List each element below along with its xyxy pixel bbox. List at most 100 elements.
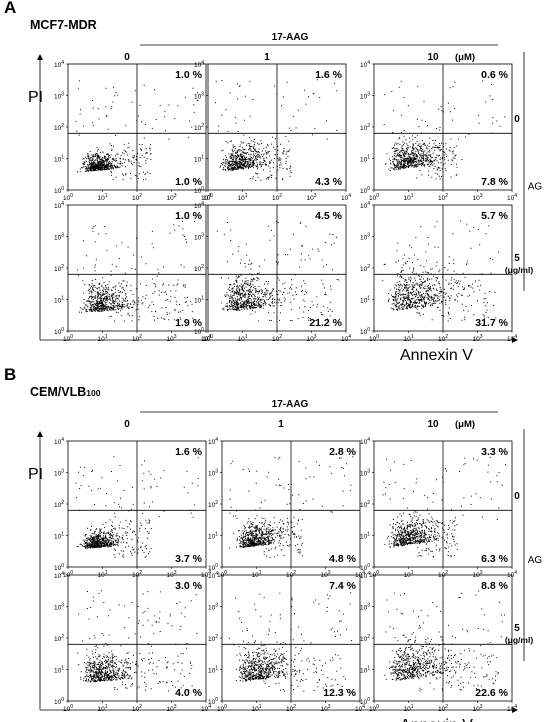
tick-exponent: 1 (201, 155, 204, 161)
tick-exponent: 3 (480, 570, 483, 576)
tick-exponent: 2 (201, 264, 204, 270)
y-tick-label: 101 (360, 296, 370, 305)
event-dots (75, 80, 199, 181)
panel-letter: A (4, 0, 16, 17)
tick-exponent: 0 (201, 327, 204, 333)
y-tick-label: 102 (360, 123, 370, 132)
tick-exponent: 4 (514, 193, 517, 199)
panel-letter: B (4, 365, 16, 384)
tick-exponent: 1 (367, 666, 370, 672)
upper-right-percent: 1.6 % (315, 69, 343, 81)
tick-exponent: 4 (208, 334, 211, 340)
y-tick-label: 103 (208, 469, 218, 478)
y-tick-label: 104 (54, 60, 64, 69)
row-label: 0 (514, 491, 520, 502)
row-label: 0 (514, 114, 520, 125)
tick-exponent: 1 (201, 296, 204, 302)
cell-line-label: MCF7-MDR (30, 18, 97, 32)
x-tick-label: 103 (320, 570, 330, 579)
tick-exponent: 2 (61, 123, 64, 129)
y-tick-label: 103 (360, 233, 370, 242)
y-tick-label: 102 (54, 500, 64, 509)
y-tick-label: 104 (360, 571, 370, 580)
x-tick-label: 101 (237, 334, 247, 343)
lower-right-percent: 22.6 % (475, 687, 508, 699)
y-tick-label: 102 (360, 264, 370, 273)
lower-right-percent: 4.0 % (175, 687, 203, 699)
x-tick-label: 102 (132, 704, 142, 713)
tick-exponent: 2 (61, 264, 64, 270)
y-tick-label: 101 (54, 155, 64, 164)
tick-exponent: 2 (279, 334, 282, 340)
x-tick-label: 101 (403, 334, 413, 343)
x-tick-label: 100 (217, 704, 227, 713)
tick-exponent: 1 (215, 666, 218, 672)
x-tick-label: 102 (438, 193, 448, 202)
x-tick-label: 101 (403, 704, 413, 713)
y-tick-label: 100 (360, 563, 370, 572)
row-unit: (μg/ml) (505, 635, 534, 645)
cell-line-subscript: 100 (86, 388, 100, 398)
x-tick-label: 101 (403, 570, 413, 579)
x-tick-label: 103 (320, 704, 330, 713)
upper-right-percent: 1.0 % (175, 210, 203, 222)
tick-exponent: 2 (367, 634, 370, 640)
x-tick-label: 104 (507, 193, 517, 202)
event-dots (75, 456, 199, 558)
y-tick-label: 102 (54, 123, 64, 132)
tick-exponent: 2 (61, 500, 64, 506)
y-tick-label: 102 (194, 123, 204, 132)
tick-exponent: 4 (514, 704, 517, 710)
upper-right-percent: 7.4 % (329, 580, 357, 592)
lower-right-percent: 7.8 % (481, 176, 509, 188)
tick-exponent: 0 (61, 186, 64, 192)
x-tick-label: 104 (507, 570, 517, 579)
treatment-label: 17-AAG (272, 399, 309, 410)
tick-exponent: 3 (367, 233, 370, 239)
tick-exponent: 2 (139, 193, 142, 199)
x-tick-label: 102 (132, 193, 142, 202)
y-tick-label: 102 (54, 264, 64, 273)
x-tick-label: 104 (201, 193, 211, 202)
x-tick-label: 101 (251, 704, 261, 713)
tick-exponent: 0 (224, 704, 227, 710)
x-tick-label: 103 (166, 334, 176, 343)
tick-exponent: 1 (259, 570, 262, 576)
tick-exponent: 2 (139, 704, 142, 710)
tick-exponent: 1 (259, 704, 262, 710)
x-tick-label: 100 (369, 193, 379, 202)
tick-exponent: 1 (105, 334, 108, 340)
tick-exponent: 4 (208, 193, 211, 199)
upper-right-percent: 3.3 % (481, 446, 509, 458)
tick-exponent: 4 (201, 60, 204, 66)
tick-exponent: 4 (514, 334, 517, 340)
y-tick-label: 104 (208, 571, 218, 580)
tick-exponent: 4 (348, 193, 351, 199)
x-tick-label: 103 (472, 334, 482, 343)
y-axis-arrowhead (37, 431, 43, 437)
y-tick-label: 100 (54, 327, 64, 336)
x-tick-label: 100 (203, 334, 213, 343)
x-tick-label: 100 (369, 334, 379, 343)
upper-right-percent: 1.0 % (175, 69, 203, 81)
tick-exponent: 3 (480, 704, 483, 710)
y-tick-label: 100 (194, 186, 204, 195)
tick-exponent: 4 (367, 437, 370, 443)
y-tick-label: 101 (208, 666, 218, 675)
x-tick-label: 100 (369, 570, 379, 579)
tick-exponent: 1 (61, 532, 64, 538)
tick-exponent: 4 (215, 437, 218, 443)
y-tick-label: 101 (194, 296, 204, 305)
y-tick-label: 102 (208, 500, 218, 509)
x-tick-label: 104 (201, 704, 211, 713)
y-tick-label: 104 (208, 437, 218, 446)
x-tick-label: 101 (97, 570, 107, 579)
y-tick-label: 100 (194, 327, 204, 336)
x-tick-label: 100 (63, 570, 73, 579)
y-tick-label: 104 (54, 437, 64, 446)
